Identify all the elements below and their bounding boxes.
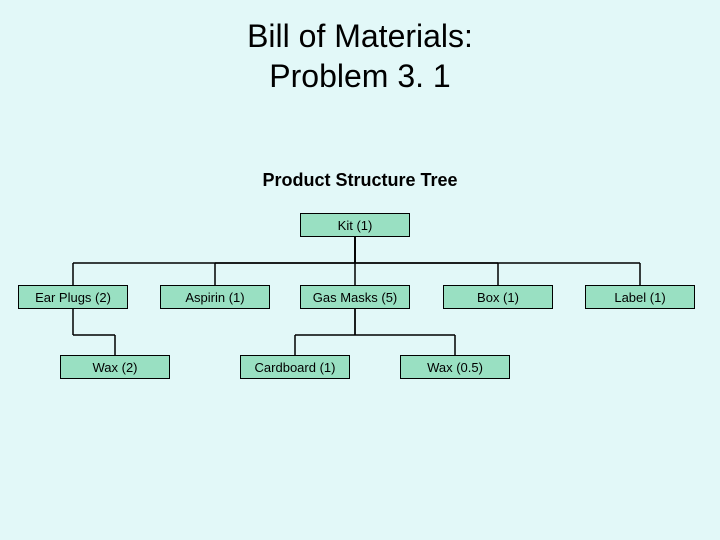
tree-node-aspirin: Aspirin (1) [160, 285, 270, 309]
tree-node-box: Box (1) [443, 285, 553, 309]
tree-node-wax2: Wax (0.5) [400, 355, 510, 379]
tree-node-kit: Kit (1) [300, 213, 410, 237]
tree-node-label: Label (1) [585, 285, 695, 309]
tree-node-earplugs: Ear Plugs (2) [18, 285, 128, 309]
diagram-subtitle: Product Structure Tree [0, 170, 720, 191]
tree-node-cardboard: Cardboard (1) [240, 355, 350, 379]
slide: Bill of Materials: Problem 3. 1 Product … [0, 0, 720, 540]
page-title-line1: Bill of Materials: [0, 18, 720, 55]
page-title-line2: Problem 3. 1 [0, 58, 720, 95]
tree-node-gasmasks: Gas Masks (5) [300, 285, 410, 309]
tree-node-wax1: Wax (2) [60, 355, 170, 379]
